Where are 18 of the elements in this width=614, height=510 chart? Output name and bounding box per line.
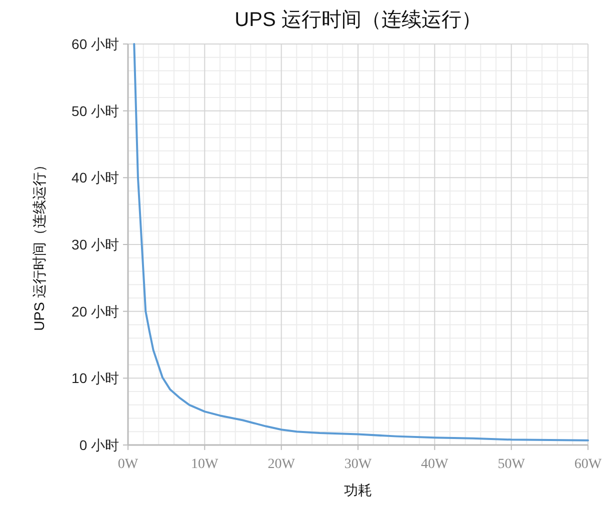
line-series: [133, 43, 589, 442]
y-tick-label: 60 小时: [72, 36, 119, 52]
y-tick-label: 0 小时: [79, 437, 119, 453]
x-axis-title: 功耗: [344, 482, 372, 498]
y-tick-label: 50 小时: [72, 102, 119, 119]
x-tick-label: 20W: [268, 457, 296, 472]
y-tick-label: 40 小时: [72, 170, 119, 186]
x-tick-label: 50W: [498, 457, 526, 472]
y-tick-label: 20 小时: [72, 303, 119, 320]
chart-title: UPS 运行时间（连续运行）: [234, 9, 482, 31]
x-tick-label: 40W: [421, 457, 450, 472]
x-tick-label: 60W: [574, 457, 602, 472]
y-axis-title: UPS 运行时间（连续运行）: [31, 158, 47, 331]
y-tick-label: 30 小时: [72, 236, 119, 252]
y-tick-label: 10 小时: [72, 370, 119, 386]
x-tick-label: 10W: [191, 457, 220, 472]
x-tick-label: 0W: [118, 457, 139, 472]
x-tick-label: 30W: [344, 457, 372, 472]
